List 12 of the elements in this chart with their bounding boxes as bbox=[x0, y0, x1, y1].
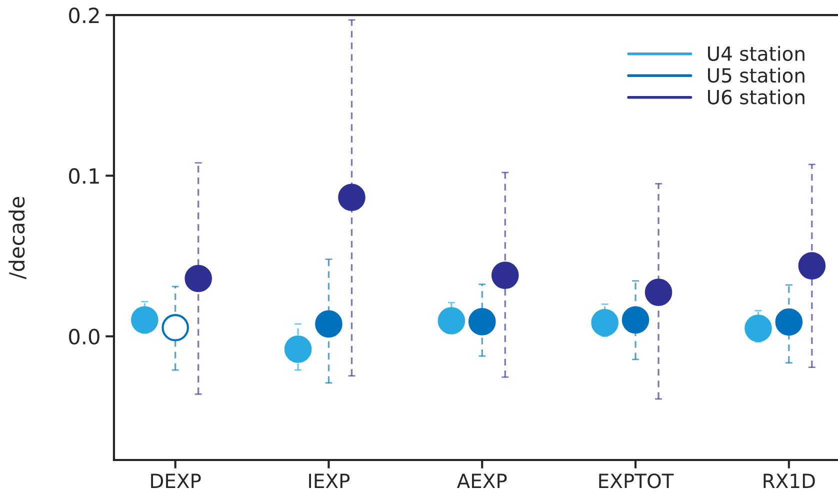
y-axis-title: /decade bbox=[8, 196, 26, 280]
x-tick-label: EXPTOT bbox=[599, 474, 674, 488]
x-tick-label: RX1D bbox=[764, 474, 815, 488]
y-tick-label: 0.0 bbox=[69, 328, 100, 345]
y-tick-label: 0.1 bbox=[69, 168, 99, 184]
legend-label: U5 station bbox=[708, 68, 804, 83]
legend-label: U6 station bbox=[708, 89, 804, 104]
x-tick-label: IEXP bbox=[309, 474, 350, 488]
x-tick-label: AEXP bbox=[456, 474, 507, 488]
x-tick-label: DEXP bbox=[151, 474, 201, 488]
y-tick-label: 0.2 bbox=[69, 8, 99, 24]
legend-label: U4 station bbox=[708, 46, 804, 61]
